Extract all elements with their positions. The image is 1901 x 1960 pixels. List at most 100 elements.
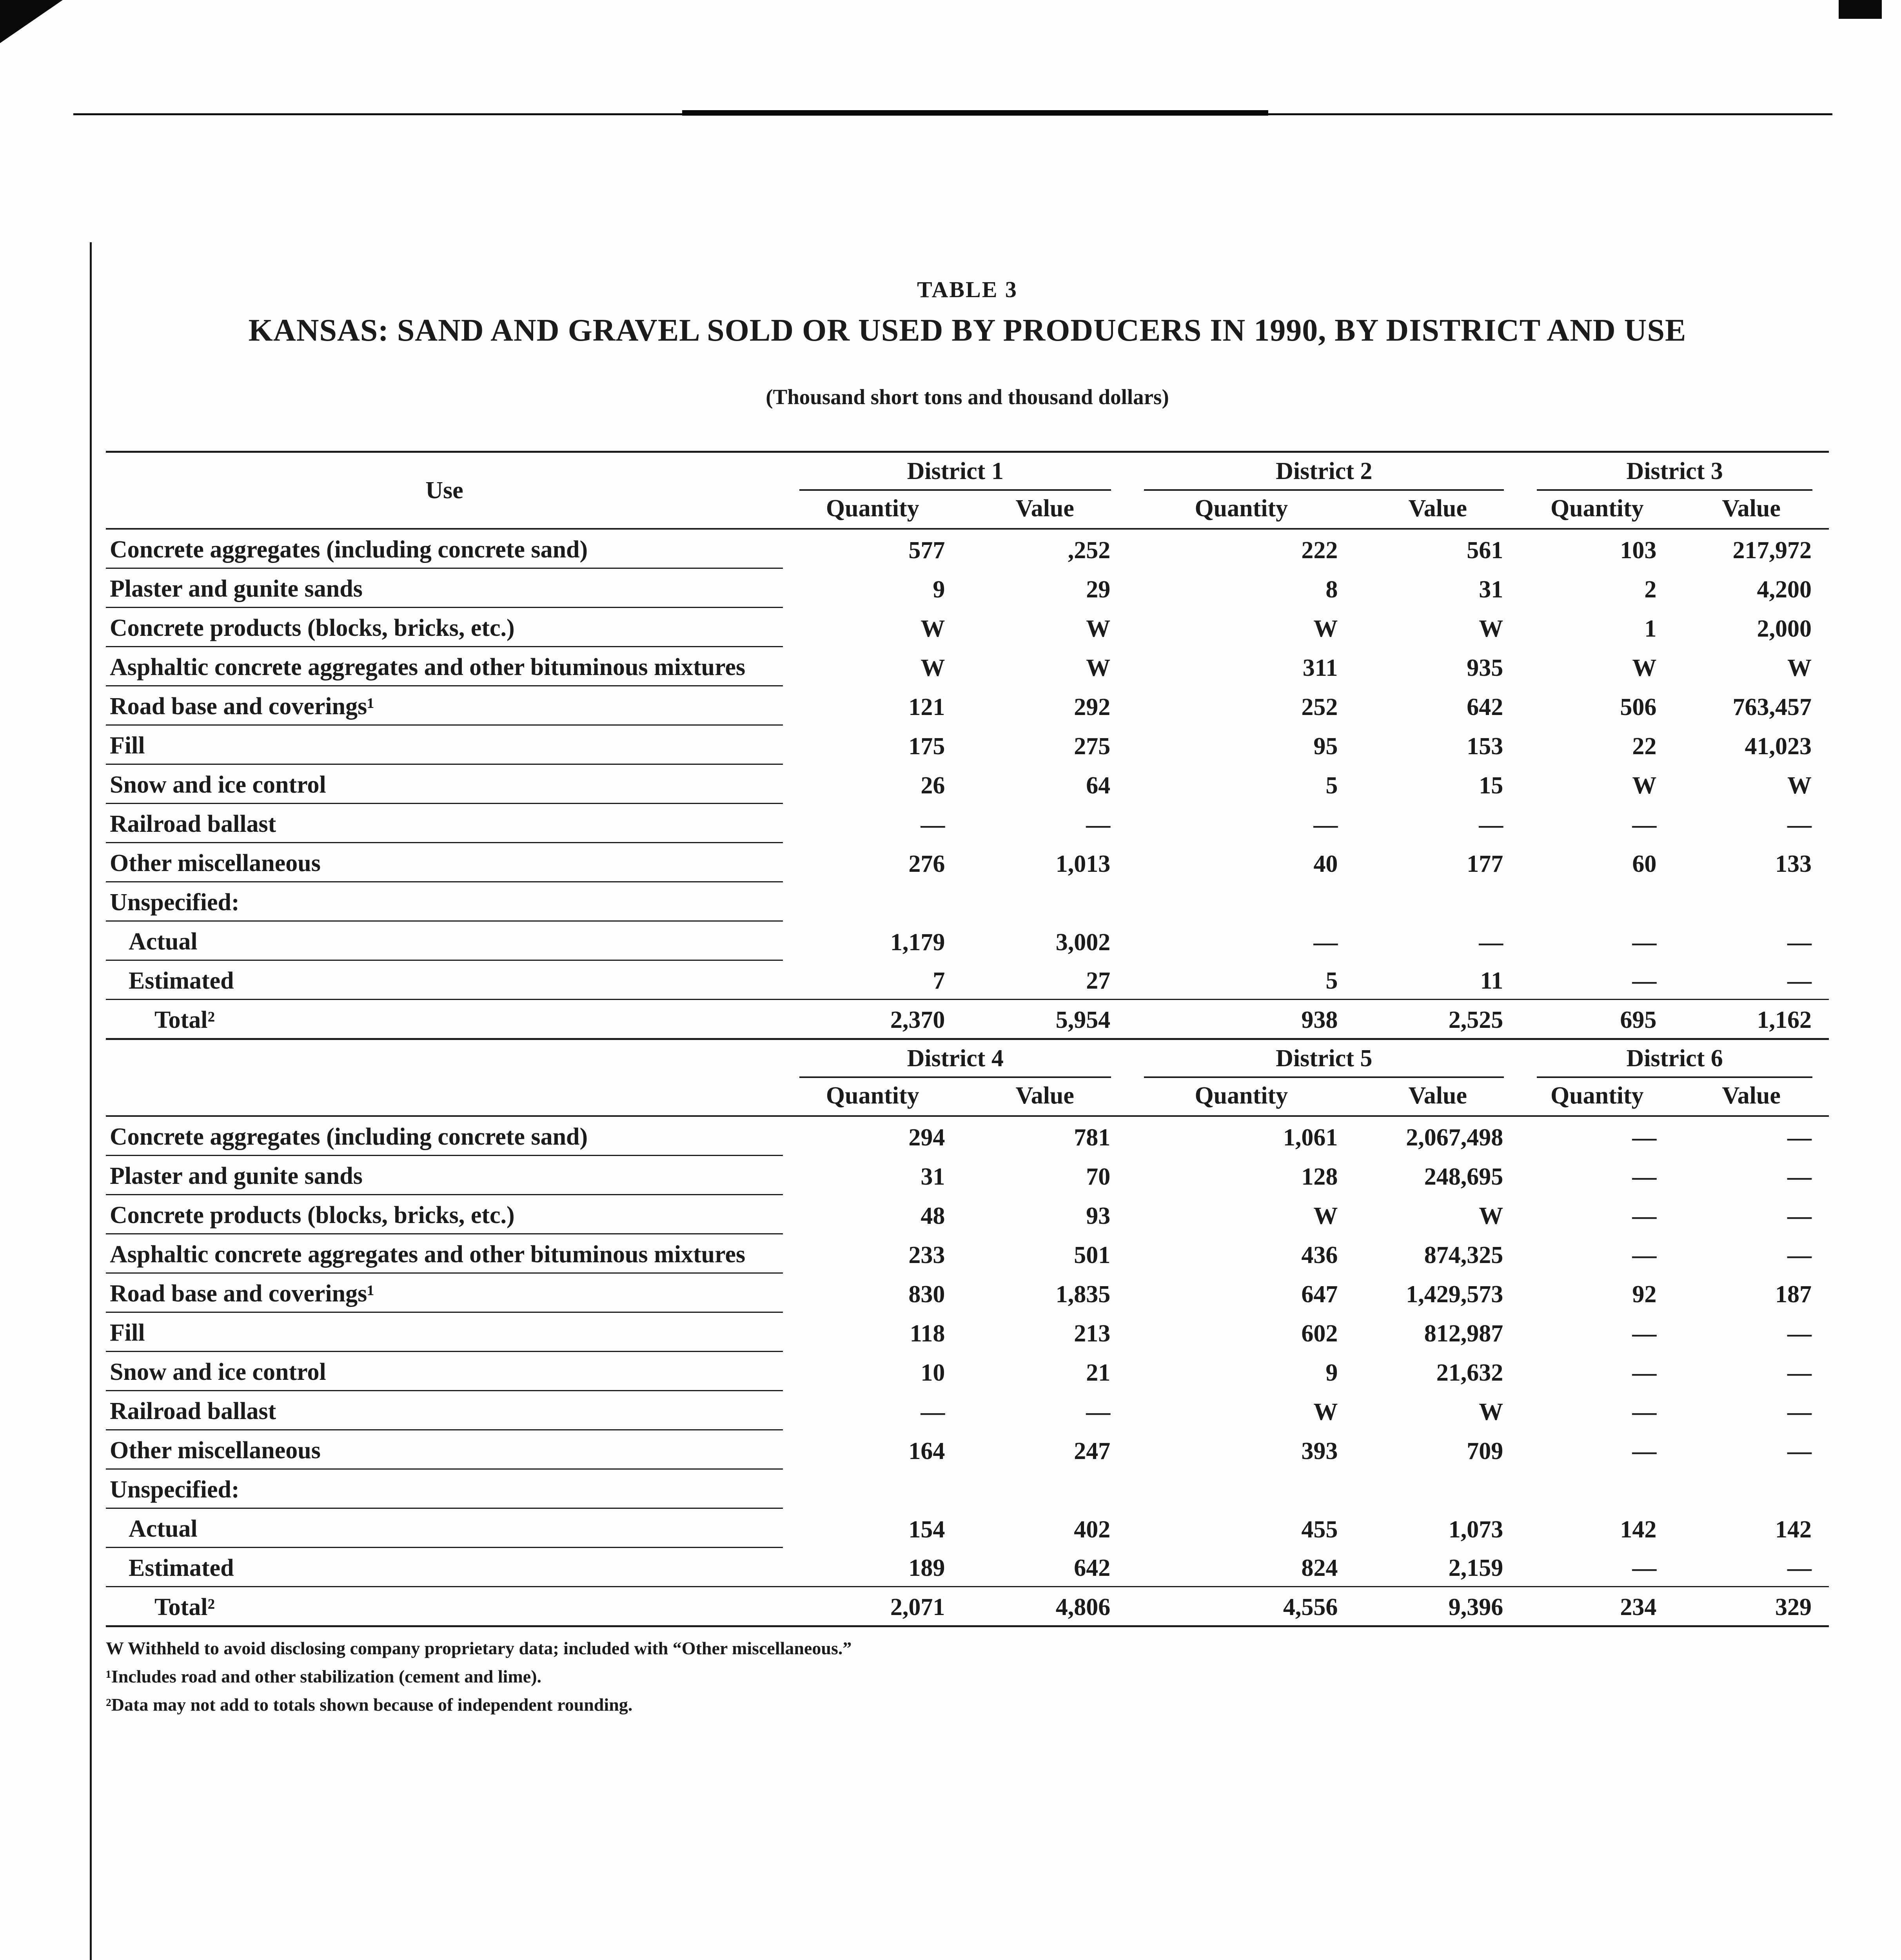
cell-value <box>962 1469 1128 1508</box>
cell-value: 189 <box>908 1555 945 1581</box>
cell-value: 1,013 <box>1055 850 1111 877</box>
cell-value: 935 <box>1467 654 1503 681</box>
table-districts-1-3: Use District 1 District 2 District 3 Qua… <box>106 451 1829 1040</box>
cell-value <box>783 882 962 921</box>
cell-value: W <box>1632 772 1657 799</box>
row-label: Railroad ballast <box>106 803 783 843</box>
table-row: Plaster and gunite sands 31 70 128 248,695 — — <box>106 1155 1829 1195</box>
cell-value: 311 <box>1302 654 1338 681</box>
footnote-2: ²Data may not add to totals shown becaus… <box>106 1695 633 1715</box>
cell-value <box>1355 1469 1520 1508</box>
table-row: Road base and coverings¹ 121 292 252 642 506 7… <box>106 686 1829 726</box>
cell-value: ,252 <box>1068 537 1111 564</box>
row-label: Plaster and gunite sands <box>106 568 783 608</box>
district-2-header: District 2 <box>1128 452 1520 491</box>
row-label: Road base and coverings¹ <box>106 686 783 726</box>
footnotes: W Withheld to avoid disclosing company p… <box>106 1634 1829 1719</box>
cell-value: 217,972 <box>1732 537 1812 564</box>
total-row: Total² 2,370 5,954 938 2,525 695 1,162 <box>106 999 1829 1040</box>
district-1-header: District 1 <box>783 452 1128 491</box>
district-header-row: District 4 District 5 District 6 <box>106 1040 1829 1117</box>
value-header: Value <box>962 1078 1128 1117</box>
cell-value: 29 <box>1086 576 1111 603</box>
value-header: Value <box>1355 1078 1521 1117</box>
cell-value: 9 <box>933 576 945 603</box>
cell-value: 5 <box>1325 967 1338 994</box>
row-label: Actual <box>106 1508 783 1548</box>
cell-value: W <box>1479 615 1503 642</box>
cell-value <box>783 1469 962 1508</box>
cell-value: 213 <box>1074 1320 1111 1347</box>
row-label: Other miscellaneous <box>106 1430 783 1470</box>
scan-corner-artifact-top-right <box>1839 0 1882 19</box>
table-row: Snow and ice control 10 21 9 21,632 — — <box>106 1351 1829 1391</box>
cell-value: 31 <box>921 1163 945 1190</box>
table-row: Fill 175 275 95 153 22 41,023 <box>106 725 1829 765</box>
table-row: Other miscellaneous 276 1,013 40 177 60 133 <box>106 842 1829 882</box>
cell-value: 506 <box>1620 693 1657 720</box>
cell-value: — <box>921 1398 945 1425</box>
cell-value: 233 <box>908 1241 945 1269</box>
cell-value: — <box>1632 811 1657 838</box>
cell-value: — <box>1787 929 1812 956</box>
value-header: Value <box>1355 491 1521 530</box>
cell-value: 812,987 <box>1424 1320 1503 1347</box>
cell-value <box>1520 882 1674 921</box>
cell-value: 561 <box>1467 537 1503 564</box>
cell-value: 60 <box>1632 850 1657 877</box>
total-value: 5,954 <box>962 999 1128 1040</box>
scan-corner-artifact-top-left <box>0 0 63 43</box>
cell-value: 763,457 <box>1732 693 1812 720</box>
cell-value: — <box>1787 1359 1812 1386</box>
table-row: Concrete aggregates (including concrete … <box>106 1116 1829 1156</box>
table-row: Estimated 7 27 5 11 — — <box>106 960 1829 1000</box>
cell-value: 874,325 <box>1424 1241 1503 1269</box>
cell-value: 26 <box>921 772 945 799</box>
quantity-value-header-row: Quantity Value Quantity Value Quantity V… <box>106 1078 1829 1117</box>
cell-value: 5 <box>1325 772 1338 799</box>
total-value: 9,396 <box>1355 1586 1521 1627</box>
footnote-1: ¹Includes road and other stabilization (… <box>106 1666 542 1686</box>
table-row: Snow and ice control 26 64 5 15 W W <box>106 764 1829 804</box>
table-row: Fill 118 213 602 812,987 — — <box>106 1312 1829 1352</box>
cell-value: — <box>1086 1398 1111 1425</box>
total-value: 4,556 <box>1128 1586 1355 1627</box>
cell-value: W <box>921 654 945 681</box>
total-label: Total² <box>106 999 783 1040</box>
cell-value: 248,695 <box>1424 1163 1503 1190</box>
cell-value: — <box>1787 1398 1812 1425</box>
quantity-header: Quantity <box>1128 491 1355 530</box>
total-value: 2,370 <box>783 999 962 1040</box>
cell-value: W <box>1086 615 1111 642</box>
cell-value: — <box>1787 1555 1812 1581</box>
row-label: Plaster and gunite sands <box>106 1155 783 1195</box>
cell-value: — <box>1479 811 1503 838</box>
row-label: Snow and ice control <box>106 764 783 804</box>
cell-value: 154 <box>908 1516 945 1543</box>
cell-value: 2 <box>1644 576 1657 603</box>
quantity-header: Quantity <box>783 1078 962 1117</box>
cell-value: 393 <box>1301 1437 1338 1465</box>
total-value: 4,806 <box>962 1586 1128 1627</box>
cell-value: 118 <box>910 1320 945 1347</box>
cell-value: — <box>1632 1241 1657 1269</box>
cell-value: 781 <box>1074 1124 1111 1151</box>
row-label: Concrete products (blocks, bricks, etc.) <box>106 1194 783 1234</box>
table-row: Estimated 189 642 824 2,159 — — <box>106 1547 1829 1587</box>
table-row: Asphaltic concrete aggregates and other … <box>106 646 1829 686</box>
cell-value: 10 <box>921 1359 945 1386</box>
scan-line-artifact-thick <box>682 110 1268 116</box>
cell-value: 577 <box>908 537 945 564</box>
cell-value: — <box>1086 811 1111 838</box>
table-row: Actual 1,179 3,002 — — — — <box>106 921 1829 961</box>
cell-value: 11 <box>1480 967 1503 994</box>
cell-value: W <box>1313 1398 1338 1425</box>
cell-value: 2,000 <box>1757 615 1812 642</box>
cell-value: — <box>921 811 945 838</box>
cell-value: 824 <box>1301 1555 1338 1581</box>
row-label: Asphaltic concrete aggregates and other … <box>106 1234 783 1274</box>
total-value: 695 <box>1520 999 1674 1040</box>
page-title: KANSAS: SAND AND GRAVEL SOLD OR USED BY … <box>248 313 1687 348</box>
row-label: Road base and coverings¹ <box>106 1273 783 1313</box>
district-6-header: District 6 <box>1520 1040 1829 1078</box>
